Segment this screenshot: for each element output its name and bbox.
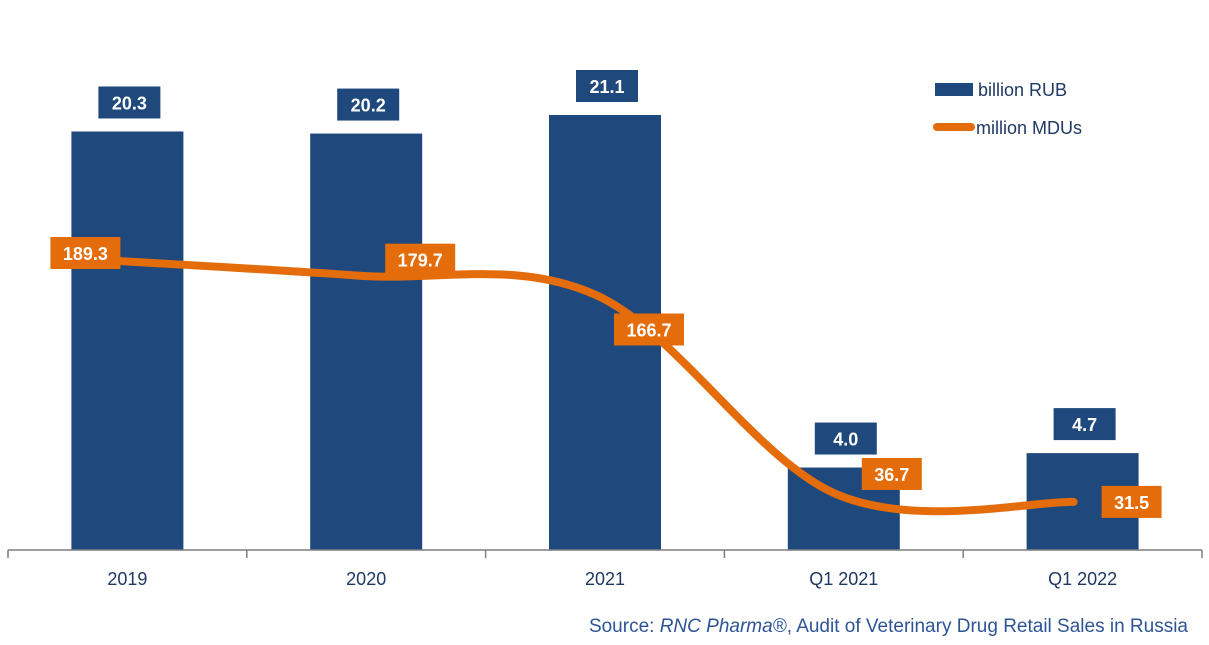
source-prefix: Source: xyxy=(588,616,660,637)
line-data-label-box xyxy=(385,243,456,276)
legend-label-line: million MDUs xyxy=(976,118,1082,138)
bar-data-label: 20.2 xyxy=(351,96,386,116)
x-tick-label: 2021 xyxy=(585,569,625,589)
line-data-label-box xyxy=(614,313,684,346)
line-data-label: 179.7 xyxy=(398,251,443,271)
source-brand: RNC Pharma® xyxy=(659,616,787,637)
bar-2020 xyxy=(310,133,423,550)
x-tick-label: Q1 2022 xyxy=(1048,569,1117,589)
x-tick-label: 2020 xyxy=(346,569,386,589)
bar-data-label: 4.0 xyxy=(833,430,858,450)
bar-data-label: 4.7 xyxy=(1072,415,1097,435)
bar-data-label-box xyxy=(1053,408,1116,441)
line-data-label: 189.3 xyxy=(63,244,108,264)
bar-data-label-box xyxy=(98,86,161,119)
x-tick-label: 2019 xyxy=(107,569,147,589)
x-tick-label: Q1 2021 xyxy=(809,569,878,589)
legend-swatch-bar xyxy=(935,83,973,96)
bar-data-label: 20.3 xyxy=(112,93,147,113)
source-rest: , Audit of Veterinary Drug Retail Sales … xyxy=(786,616,1188,637)
source-note: Source: RNC Pharma®, Audit of Veterinary… xyxy=(589,616,1188,638)
line-data-label: 31.5 xyxy=(1114,493,1149,513)
line-data-label-box xyxy=(50,237,121,269)
line-data-label-box xyxy=(1101,485,1162,518)
line-million-mdus xyxy=(115,257,1078,516)
legend-label-bar: billion RUB xyxy=(978,80,1067,100)
bar-data-label: 21.1 xyxy=(589,77,624,97)
line-data-label: 36.7 xyxy=(874,465,909,485)
line-data-label: 166.7 xyxy=(626,321,671,341)
bar-data-label-box xyxy=(814,422,877,455)
bar-2019 xyxy=(71,131,184,550)
bar-data-label-box xyxy=(576,70,638,102)
bar-data-label-box xyxy=(337,88,400,121)
line-data-label-box xyxy=(861,457,922,490)
